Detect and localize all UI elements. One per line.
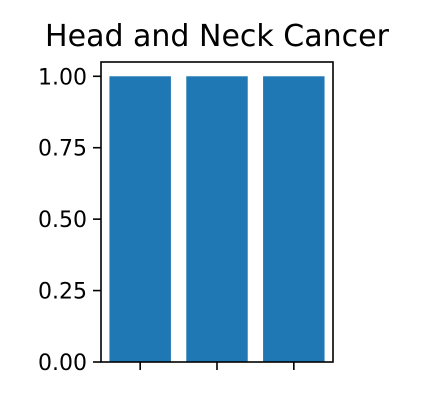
- y-tick-label: 1.00: [38, 65, 87, 90]
- y-tick-label: 0.50: [38, 208, 87, 233]
- y-tick-label: 0.25: [38, 280, 87, 305]
- plot-frame: [100, 61, 334, 363]
- chart-title: Head and Neck Cancer: [45, 19, 390, 54]
- bars-group: [109, 76, 325, 363]
- x-axis: [139, 362, 295, 370]
- bar-1: [109, 76, 171, 363]
- y-axis: 0.00 0.25 0.50 0.75 1.00: [38, 65, 101, 376]
- bar-2: [186, 76, 248, 363]
- y-tick-label: 0.00: [38, 351, 87, 376]
- bar-3: [263, 76, 325, 363]
- y-tick-label: 0.75: [38, 137, 87, 162]
